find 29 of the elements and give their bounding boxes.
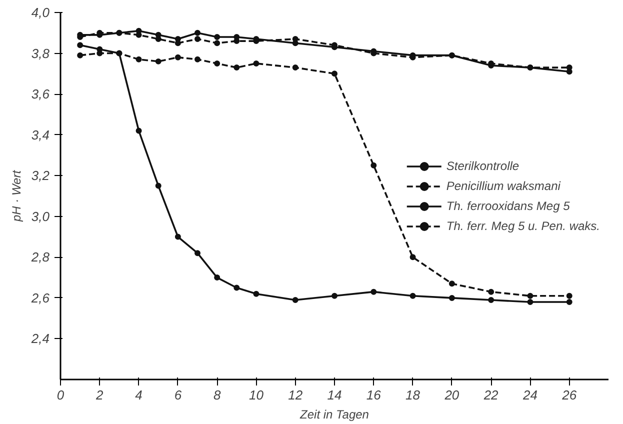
y-tick-label: 4,0: [31, 5, 50, 20]
x-axis-title: Zeit in Tagen: [299, 408, 370, 422]
y-tick-label: 3,6: [31, 86, 50, 102]
legend-label: Penicillium waksmani: [446, 178, 560, 192]
x-tick-label: 0: [56, 388, 65, 402]
x-tick-label: 2: [95, 388, 104, 402]
y-tick-label: 3,2: [31, 168, 50, 184]
x-tick-label: 12: [288, 388, 304, 402]
y-axis-title: pH · Wert: [9, 170, 24, 223]
legend-label: Th. ferr. Meg 5 u. Pen. waks.: [446, 218, 600, 232]
x-tick-label: 8: [213, 388, 222, 402]
y-tick-label: 3,4: [31, 127, 50, 142]
x-tick-label: 16: [366, 388, 382, 402]
y-tick-label: 2,6: [30, 290, 50, 306]
x-tick-label: 4: [135, 388, 142, 402]
x-tick-label: 6: [174, 388, 182, 402]
legend-label: Sterilkontrolle: [446, 158, 520, 172]
x-tick-label: 22: [482, 388, 500, 402]
x-tick-label: 26: [561, 388, 578, 402]
legend-label: Th. ferrooxidans Meg 5: [446, 198, 570, 212]
y-tick-label: 2,8: [30, 250, 50, 265]
x-tick-label: 24: [522, 388, 538, 402]
x-tick-label: 10: [248, 388, 264, 402]
y-tick-label: 3,0: [31, 208, 50, 224]
y-tick-label: 3,8: [31, 46, 50, 61]
x-tick-label: 14: [327, 388, 342, 402]
x-tick-label: 18: [406, 388, 421, 402]
x-tick-label: 20: [444, 388, 460, 402]
y-tick-label: 2,4: [30, 331, 50, 346]
